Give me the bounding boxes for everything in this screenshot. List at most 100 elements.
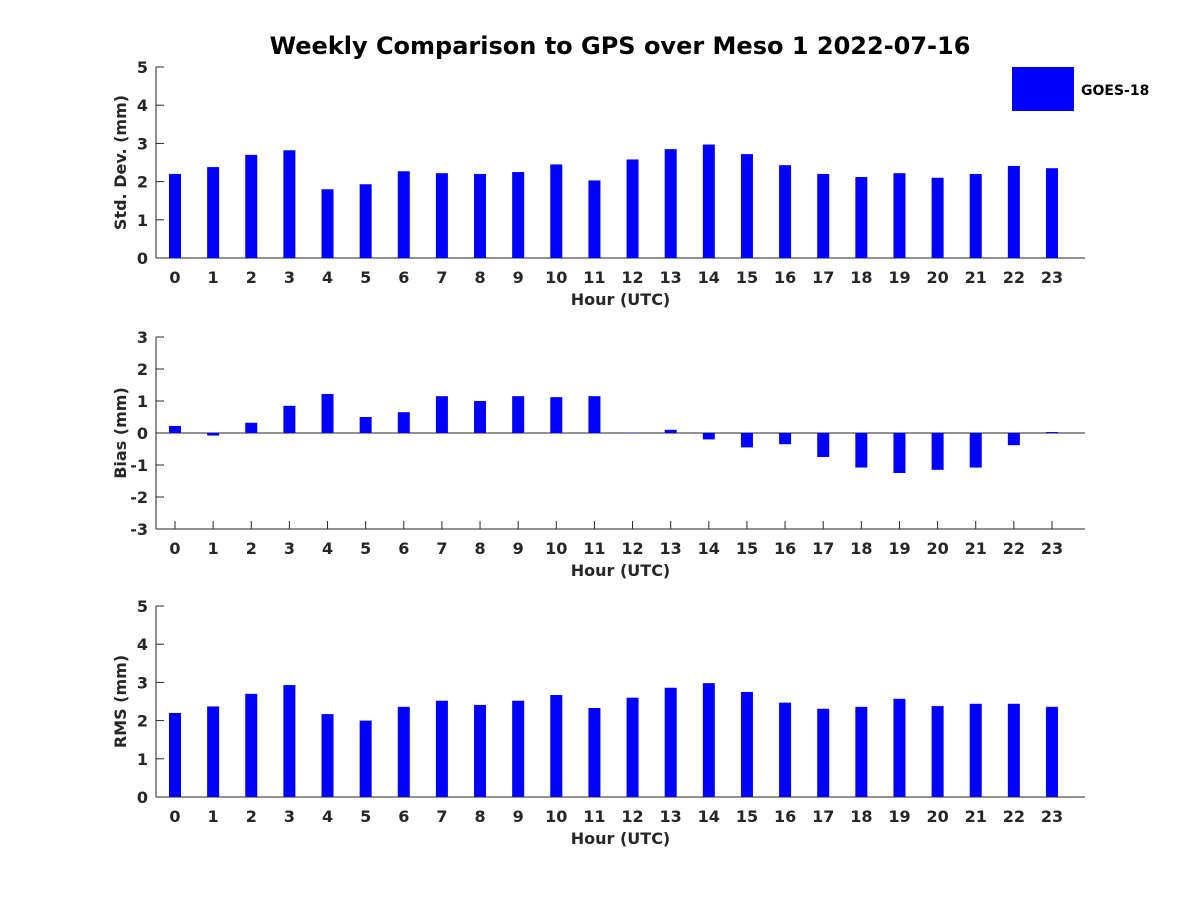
x-tick-label: 1 [208,268,219,287]
bar-rms-hour-12 [626,697,639,797]
bar-rms-hour-9 [512,700,525,797]
x-tick-label: 8 [474,807,485,826]
x-tick-label: 8 [474,268,485,287]
bar-rms-hour-23 [1045,706,1058,797]
x-tick-label: 18 [850,807,872,826]
bar-bias-hour-14 [702,433,715,440]
bar-std-dev-hour-21 [969,173,982,258]
bar-std-dev-hour-3 [283,150,296,258]
bar-bias-hour-17 [817,433,830,457]
bar-bias-hour-18 [855,433,868,468]
bar-rms-hour-16 [779,702,792,797]
bar-rms-hour-11 [588,707,601,797]
x-tick-label: 2 [246,807,257,826]
bar-std-dev-hour-18 [855,177,868,258]
y-tick-label: 0 [137,424,148,443]
chart-title: Weekly Comparison to GPS over Meso 1 202… [270,32,971,60]
x-axis-label: Hour (UTC) [571,829,671,848]
y-tick-label: 4 [137,96,148,115]
bar-bias-hour-23 [1045,432,1058,433]
y-tick-label: 5 [137,58,148,77]
bar-rms-hour-21 [969,703,982,797]
bar-std-dev-hour-7 [435,173,448,258]
bar-rms-hour-13 [664,687,677,797]
x-tick-label: 6 [398,268,409,287]
bar-std-dev-hour-17 [817,173,830,258]
x-tick-label: 9 [513,807,524,826]
bar-bias-hour-2 [245,422,258,433]
bar-rms-hour-3 [283,685,296,797]
bar-rms-hour-5 [359,720,372,797]
bar-bias-hour-5 [359,417,372,433]
y-tick-label: 3 [137,673,148,692]
x-tick-label: 3 [284,539,295,558]
bar-bias-hour-10 [550,397,563,433]
bar-std-dev-hour-0 [169,173,181,258]
x-tick-label: 9 [513,268,524,287]
x-tick-label: 3 [284,807,295,826]
x-tick-label: 11 [583,268,605,287]
x-tick-label: 16 [774,268,796,287]
x-tick-label: 19 [888,807,910,826]
bar-std-dev-hour-8 [474,173,487,258]
x-tick-label: 19 [888,268,910,287]
y-tick-label: 4 [137,635,148,654]
x-tick-label: 2 [246,539,257,558]
y-axis-label: Bias (mm) [111,387,130,479]
bar-std-dev-hour-2 [245,154,258,258]
x-tick-label: 14 [698,807,720,826]
bar-rms-hour-1 [207,706,220,797]
x-tick-label: 4 [322,539,333,558]
x-tick-label: 12 [621,807,643,826]
bar-rms-hour-18 [855,706,868,797]
x-tick-label: 2 [246,268,257,287]
bar-rms-hour-0 [169,712,181,797]
bar-bias-hour-15 [740,433,753,448]
y-tick-label: 0 [137,249,148,268]
y-tick-label: 3 [137,134,148,153]
x-tick-label: 4 [322,807,333,826]
x-tick-label: 9 [513,539,524,558]
y-tick-label: -1 [130,456,148,475]
x-tick-label: 12 [621,539,643,558]
x-tick-label: 21 [965,807,987,826]
x-tick-label: 10 [545,539,567,558]
x-tick-label: 11 [583,807,605,826]
bar-std-dev-hour-10 [550,164,563,258]
x-tick-label: 13 [660,807,682,826]
x-tick-label: 14 [698,268,720,287]
x-tick-label: 17 [812,539,834,558]
bar-bias-hour-20 [931,433,944,470]
y-tick-label: -2 [130,488,148,507]
x-tick-label: 15 [736,807,758,826]
x-tick-label: 10 [545,268,567,287]
x-tick-label: 17 [812,268,834,287]
bar-std-dev-hour-19 [893,173,906,258]
bar-rms-hour-7 [435,700,448,797]
bar-bias-hour-6 [397,412,410,433]
bar-std-dev-hour-14 [702,144,715,258]
legend-label: GOES-18 [1081,83,1149,99]
bar-std-dev-hour-11 [588,180,601,258]
y-tick-label: -3 [130,520,148,539]
y-tick-label: 1 [137,211,148,230]
y-tick-label: 1 [137,750,148,769]
x-tick-label: 20 [926,268,948,287]
bar-bias-hour-22 [1007,433,1020,446]
bar-std-dev-hour-13 [664,149,677,258]
x-tick-label: 23 [1041,539,1063,558]
x-tick-label: 7 [436,807,447,826]
bar-bias-hour-9 [512,396,525,433]
bar-std-dev-hour-22 [1007,165,1020,258]
bar-std-dev-hour-15 [740,154,753,258]
bar-std-dev-hour-5 [359,184,372,258]
y-tick-label: 1 [137,392,148,411]
x-tick-label: 6 [398,807,409,826]
x-tick-label: 12 [621,268,643,287]
bar-std-dev-hour-4 [321,189,334,258]
x-tick-label: 18 [850,268,872,287]
x-tick-label: 13 [660,268,682,287]
x-tick-label: 18 [850,539,872,558]
